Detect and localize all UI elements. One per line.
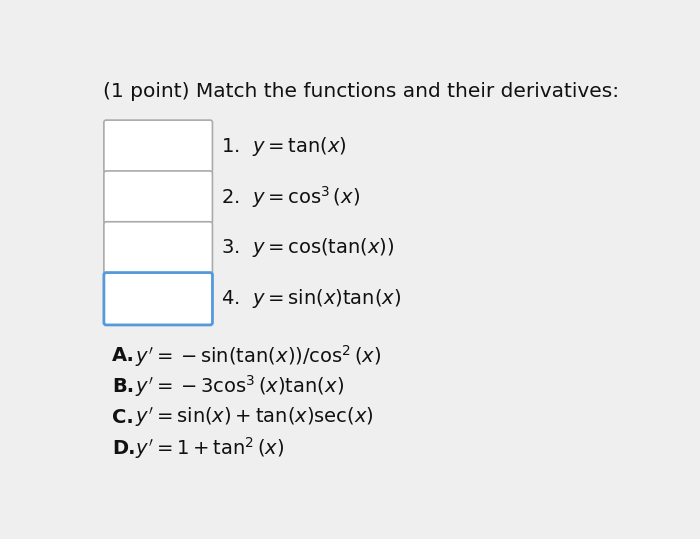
Text: (1 point) Match the functions and their derivatives:: (1 point) Match the functions and their … <box>103 82 620 101</box>
Text: D.: D. <box>113 439 136 458</box>
FancyBboxPatch shape <box>104 273 213 325</box>
FancyBboxPatch shape <box>104 222 213 274</box>
Text: B.: B. <box>113 377 134 396</box>
Text: $y' = -\sin(\tan(x))/\cos^2(x)$: $y' = -\sin(\tan(x))/\cos^2(x)$ <box>130 343 382 369</box>
Text: A.: A. <box>113 346 135 365</box>
Text: C.: C. <box>113 408 134 427</box>
Text: $y' = -3\cos^3(x)\tan(x)$: $y' = -3\cos^3(x)\tan(x)$ <box>130 374 344 399</box>
Text: $y' = \sin(x) + \tan(x)\sec(x)$: $y' = \sin(x) + \tan(x)\sec(x)$ <box>130 405 374 430</box>
FancyBboxPatch shape <box>104 120 213 172</box>
Text: 2.  $y = \cos^3(x)$: 2. $y = \cos^3(x)$ <box>221 184 360 210</box>
FancyBboxPatch shape <box>104 171 213 223</box>
Text: 3.  $y = \cos(\tan(x))$: 3. $y = \cos(\tan(x))$ <box>221 237 395 259</box>
Text: 1.  $y = \tan(x)$: 1. $y = \tan(x)$ <box>221 135 346 158</box>
Text: $y' = 1 + \tan^2(x)$: $y' = 1 + \tan^2(x)$ <box>130 435 285 461</box>
Text: 4.  $y = \sin(x)\tan(x)$: 4. $y = \sin(x)\tan(x)$ <box>221 287 401 310</box>
